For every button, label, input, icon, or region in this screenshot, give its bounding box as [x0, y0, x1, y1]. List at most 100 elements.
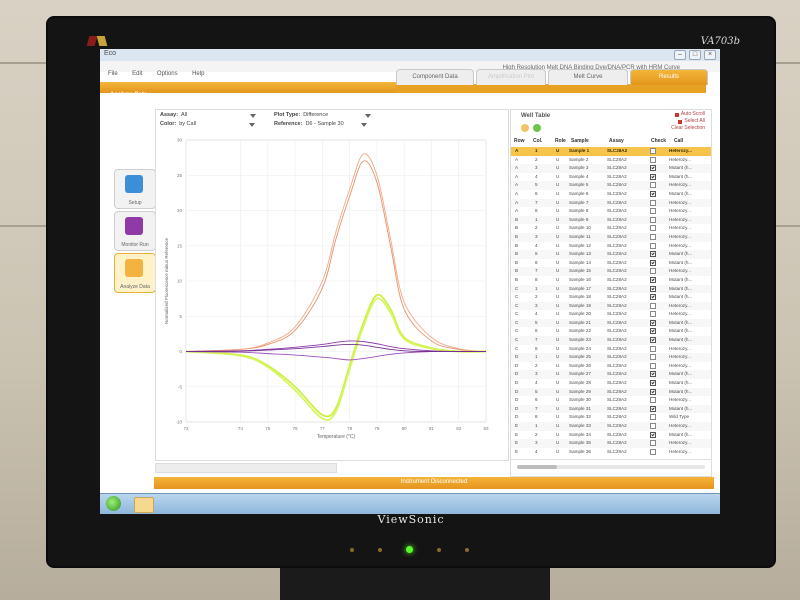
monitor-button[interactable] — [378, 547, 382, 552]
check-checkbox[interactable] — [650, 156, 656, 163]
menu-options[interactable]: Options — [156, 71, 178, 77]
plot-type-select[interactable]: Plot Type: Difference — [274, 112, 372, 118]
select-all-button[interactable]: Select All — [671, 118, 705, 125]
add-circle-icon[interactable] — [533, 124, 541, 132]
check-checkbox[interactable] — [650, 225, 656, 232]
menu-file[interactable]: File — [108, 71, 118, 77]
table-row[interactable]: B 4 U Sample 12 SLC28A2 Heterozy... — [511, 242, 711, 251]
table-row[interactable]: E 1 U Sample 33 SLC28A2 Heterozy... — [511, 422, 711, 431]
table-row[interactable]: A 4 U Sample 4 SLC28A2 Mutant (h... — [511, 173, 711, 182]
check-checkbox[interactable] — [650, 371, 656, 378]
table-row[interactable]: B 6 U Sample 14 SLC28A2 Mutant (h... — [511, 259, 711, 268]
tab-results[interactable]: Results — [630, 69, 708, 85]
clear-selection-button[interactable]: Clear Selection — [671, 125, 705, 132]
nav-monitor-run[interactable]: Monitor Run — [114, 211, 156, 251]
table-row[interactable]: B 1 U Sample 9 SLC28A2 Heterozy... — [511, 215, 711, 225]
check-checkbox[interactable] — [650, 216, 656, 223]
check-checkbox[interactable] — [650, 328, 656, 335]
check-checkbox[interactable] — [650, 345, 656, 352]
table-row[interactable]: D 1 U Sample 25 SLC28A2 Heterozy... — [511, 353, 711, 362]
check-checkbox[interactable] — [650, 431, 656, 438]
check-checkbox[interactable] — [650, 251, 656, 258]
check-checkbox[interactable] — [650, 380, 656, 387]
auto-scroll-toggle[interactable]: Auto Scroll — [671, 111, 705, 118]
table-row[interactable]: A 6 U Sample 6 SLC28A2 Mutant (h... — [511, 190, 711, 199]
table-row[interactable]: E 4 U Sample 36 SLC28A2 Heterozy... — [511, 448, 711, 457]
col-row[interactable]: Row — [514, 138, 525, 144]
nav-setup[interactable]: Setup — [114, 169, 156, 209]
check-checkbox[interactable] — [650, 405, 656, 412]
table-row[interactable]: D 6 U Sample 30 SLC28A2 Heterozy... — [511, 396, 711, 405]
col-assay[interactable]: Assay — [609, 138, 624, 144]
table-row[interactable]: E 2 U Sample 34 SLC28A2 Mutant (h... — [511, 431, 711, 440]
check-checkbox[interactable] — [650, 242, 656, 249]
check-checkbox[interactable] — [650, 259, 656, 266]
minimize-icon[interactable]: – — [674, 50, 686, 60]
table-row[interactable]: D 8 U Sample 32 SLC28A2 Wild Type — [511, 413, 711, 422]
table-row[interactable]: C 5 U Sample 21 SLC28A2 Mutant (h... — [511, 318, 711, 328]
check-checkbox[interactable] — [650, 448, 656, 455]
table-row[interactable]: C 4 U Sample 20 SLC28A2 Heterozy... — [511, 310, 711, 319]
back-circle-icon[interactable] — [521, 124, 529, 132]
table-row[interactable]: C 2 U Sample 18 SLC28A2 Mutant (h... — [511, 293, 711, 302]
check-checkbox[interactable] — [650, 397, 656, 404]
table-row[interactable]: A 3 U Sample 3 SLC28A2 Mutant (h... — [511, 164, 711, 173]
table-row[interactable]: B 7 U Sample 15 SLC28A2 Heterozy... — [511, 267, 711, 276]
difference-chart[interactable]: 72 74 75 76 77 78 79 80 81 82 83 -10 -5 0 5 10 15 20 25 30 T… — [156, 134, 508, 460]
check-checkbox[interactable] — [650, 354, 656, 361]
reference-select[interactable]: Reference: D6 - Sample 30 — [274, 121, 367, 127]
check-checkbox[interactable] — [650, 423, 656, 429]
table-row[interactable]: D 5 U Sample 29 SLC28A2 Mutant (h... — [511, 387, 711, 397]
menu-help[interactable]: Help — [192, 71, 205, 77]
table-row[interactable]: B 5 U Sample 13 SLC28A2 Mutant (h... — [511, 250, 711, 259]
tab-component-data[interactable]: Component Data — [396, 69, 474, 85]
col-role[interactable]: Role — [555, 138, 566, 144]
col-sample[interactable]: Sample — [571, 138, 589, 144]
table-row[interactable]: C 1 U Sample 17 SLC28A2 Mutant (h... — [511, 284, 711, 294]
check-checkbox[interactable] — [650, 233, 656, 240]
table-row[interactable]: B 2 U Sample 10 SLC28A2 Heterozy... — [511, 224, 711, 233]
col-check[interactable]: Check — [651, 138, 667, 144]
color-select[interactable]: Color: by Call — [160, 121, 256, 127]
table-row[interactable]: A 2 U Sample 2 SLC28A2 Heterozy... — [511, 156, 711, 165]
table-row[interactable]: D 7 U Sample 31 SLC28A2 Mutant (h... — [511, 404, 711, 414]
check-checkbox[interactable] — [650, 311, 656, 318]
check-checkbox[interactable] — [650, 165, 656, 172]
table-row[interactable]: B 8 U Sample 16 SLC28A2 Mutant (h... — [511, 276, 711, 285]
check-checkbox[interactable] — [650, 319, 656, 326]
check-checkbox[interactable] — [650, 148, 656, 154]
col-col[interactable]: Col. — [533, 138, 543, 144]
assay-select[interactable]: Assay: All — [160, 112, 257, 118]
table-row[interactable]: E 3 U Sample 35 SLC28A2 Heterozy... — [511, 439, 711, 448]
check-checkbox[interactable] — [650, 182, 656, 189]
monitor-button[interactable] — [437, 547, 441, 552]
check-checkbox[interactable] — [650, 208, 656, 215]
check-checkbox[interactable] — [650, 294, 656, 301]
check-checkbox[interactable] — [650, 440, 656, 447]
table-row[interactable]: B 3 U Sample 11 SLC28A2 Heterozy... — [511, 232, 711, 242]
scroll-thumb[interactable] — [517, 465, 557, 469]
table-row[interactable]: C 3 U Sample 19 SLC28A2 Heterozy... — [511, 301, 711, 311]
maximize-icon[interactable]: □ — [689, 50, 701, 60]
table-row[interactable]: D 3 U Sample 27 SLC28A2 Mutant (h... — [511, 370, 711, 380]
check-checkbox[interactable] — [650, 362, 656, 369]
table-row[interactable]: A 5 U Sample 5 SLC28A2 Heterozy... — [511, 181, 711, 190]
check-checkbox[interactable] — [650, 414, 656, 421]
close-icon[interactable]: × — [704, 50, 716, 60]
monitor-button[interactable] — [465, 547, 469, 552]
check-checkbox[interactable] — [650, 337, 656, 344]
check-checkbox[interactable] — [650, 173, 656, 180]
check-checkbox[interactable] — [650, 268, 656, 275]
taskbar-app-eco[interactable] — [134, 497, 154, 513]
col-call[interactable]: Call — [674, 138, 684, 144]
menu-edit[interactable]: Edit — [132, 71, 143, 77]
tab-amplification-plot[interactable]: Amplification Plot — [476, 69, 546, 85]
check-checkbox[interactable] — [650, 388, 656, 395]
table-row[interactable]: A 8 U Sample 8 SLC28A2 Heterozy... — [511, 207, 711, 216]
check-checkbox[interactable] — [650, 190, 656, 197]
table-row[interactable]: D 4 U Sample 28 SLC28A2 Mutant (h... — [511, 379, 711, 388]
check-checkbox[interactable] — [650, 199, 656, 206]
table-row[interactable]: C 6 U Sample 22 SLC28A2 Mutant (h... — [511, 327, 711, 336]
plot-scrollbar[interactable] — [155, 463, 337, 473]
monitor-button[interactable] — [350, 547, 354, 552]
